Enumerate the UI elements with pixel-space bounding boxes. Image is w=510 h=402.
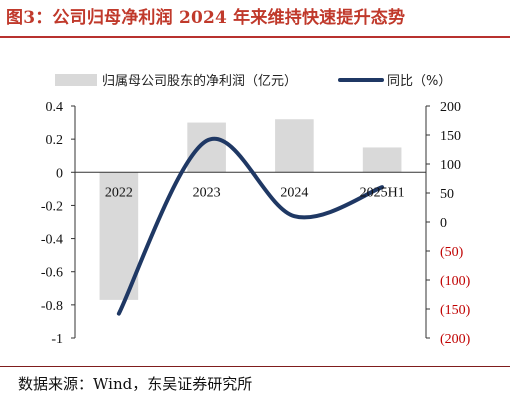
legend-bar-label: 归属母公司股东的净利润（亿元） (102, 73, 297, 89)
chart: 归属母公司股东的净利润（亿元） 同比（%） 0.4 0.2 0 -0.2 -0.4 -0.… (41, 73, 471, 347)
bar-2023 (187, 122, 226, 173)
right-tick-label: 150 (440, 129, 461, 144)
bar-series (99, 119, 402, 300)
left-tick-label: -0.2 (41, 199, 63, 214)
right-tick-label: (100) (440, 274, 471, 289)
line-series (116, 136, 385, 316)
left-tick-label: 0.4 (46, 100, 64, 115)
category-label-2024: 2024 (280, 185, 308, 200)
right-tick-label: (50) (440, 245, 464, 260)
source-rule (0, 366, 510, 367)
right-tick-label: (200) (440, 332, 471, 347)
bar-2025H1 (362, 147, 402, 173)
right-tick-label: 0 (440, 216, 447, 231)
left-axis-ticks: 0.4 0.2 0 -0.2 -0.4 -0.6 -0.8 -1 (41, 100, 75, 347)
left-tick-label: -0.6 (41, 266, 63, 281)
source-note: 数据来源：Wind，东吴证券研究所 (18, 375, 253, 393)
category-label-2025H1: 2025H1 (360, 185, 405, 200)
category-label-2022: 2022 (105, 185, 133, 200)
right-tick-label: 200 (440, 100, 461, 115)
right-tick-label: (150) (440, 303, 471, 318)
category-label-2023: 2023 (193, 185, 221, 200)
yoy-growth-line (116, 136, 385, 316)
right-axis-ticks: 200 150 100 50 0 (50) (100) (150) (200) (426, 100, 471, 347)
left-tick-label: -0.4 (41, 233, 63, 248)
left-tick-label: 0.2 (46, 133, 64, 148)
left-tick-label: -1 (51, 332, 63, 347)
right-tick-label: 100 (440, 158, 461, 173)
legend-line-label: 同比（%） (387, 74, 451, 89)
left-tick-label: -0.8 (41, 299, 63, 314)
bar-2024 (275, 119, 314, 173)
legend-bar-swatch (55, 74, 97, 86)
category-labels: 2022 2023 2024 2025H1 (105, 185, 405, 200)
legend: 归属母公司股东的净利润（亿元） 同比（%） (55, 73, 451, 89)
right-tick-label: 50 (440, 187, 454, 202)
figure-title: 图3：公司归母净利润 2024 年来维持快速提升态势 (6, 8, 406, 28)
title-rule (0, 36, 510, 38)
left-tick-label: 0 (56, 166, 63, 181)
